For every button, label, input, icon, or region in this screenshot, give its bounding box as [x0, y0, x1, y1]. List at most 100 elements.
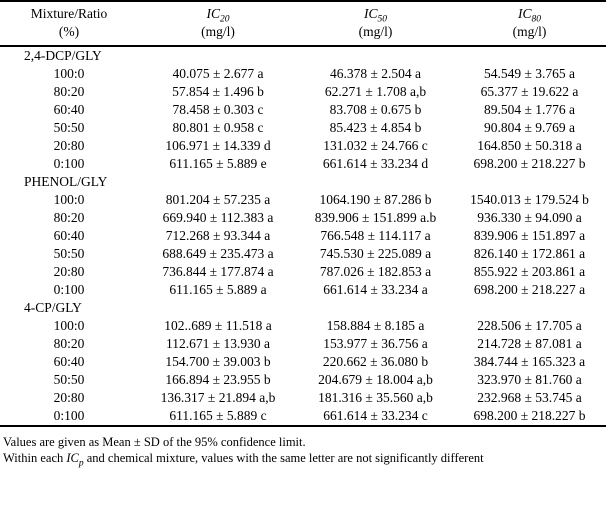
ic20-cell: 78.458 ± 0.303 c: [172, 102, 264, 117]
ic50-cell: 787.026 ± 182.853 a: [319, 264, 432, 279]
ic50-cell: 839.906 ± 151.899 a.b: [314, 210, 437, 225]
ic20-cell: 736.844 ± 177.874 a: [162, 264, 274, 279]
ic-subscript: 80: [531, 14, 542, 25]
ic50-cell: 181.316 ± 35.560 a,b: [318, 390, 433, 405]
table-row: 50:50 80.801 ± 0.958 c 85.423 ± 4.854 b 90.…: [0, 119, 606, 137]
ic20-cell: 669.940 ± 112.383 a: [162, 210, 274, 225]
ic20-cell: 80.801 ± 0.958 c: [172, 120, 264, 135]
ic80-cell: 89.504 ± 1.776 a: [483, 102, 576, 117]
ic20-cell: 102..689 ± 11.518 a: [164, 318, 272, 333]
ic80-cell: 228.506 ± 17.705 a: [477, 318, 582, 333]
section-name: PHENOL/GLY: [24, 174, 108, 189]
ic20-cell: 154.700 ± 39.003 b: [165, 354, 271, 369]
col-unit: (mg/l): [512, 24, 547, 39]
col-header-ic50: IC50 (mg/l): [298, 1, 453, 47]
header-row: Mixture/Ratio (%) IC20 (mg/l) IC50 (mg/l…: [0, 1, 606, 47]
ic50-cell: 745.530 ± 225.089 a: [319, 246, 432, 261]
table-row: 60:40 154.700 ± 39.003 b 220.662 ± 36.080 …: [0, 353, 606, 371]
ic80-cell: 936.330 ± 94.090 a: [477, 210, 582, 225]
footnote-values-note: Values are given as Mean ± SD of the 95%…: [3, 435, 306, 449]
ic50-cell: 661.614 ± 33.234 c: [323, 408, 428, 423]
ratio-cell: 100:0: [53, 318, 85, 333]
col-unit: (mg/l): [358, 24, 393, 39]
ratio-cell: 80:20: [53, 210, 85, 225]
ic80-cell: 1540.013 ± 179.524 b: [470, 192, 589, 207]
ratio-cell: 0:100: [53, 408, 85, 423]
ratio-cell: 50:50: [53, 120, 85, 135]
ic-subscript: 20: [220, 14, 230, 25]
ic50-cell: 83.708 ± 0.675 b: [329, 102, 422, 117]
ic50-cell: 220.662 ± 36.080 b: [322, 354, 429, 369]
ratio-cell: 60:40: [53, 102, 85, 117]
ic80-cell: 839.906 ± 151.897 a: [473, 228, 586, 243]
ic50-cell: 158.884 ± 8.185 a: [326, 318, 425, 333]
table-row: 80:20 112.671 ± 13.930 a 153.977 ± 36.756 …: [0, 335, 606, 353]
table-row: 20:80 136.317 ± 21.894 a,b 181.316 ± 35.56…: [0, 389, 606, 407]
ic20-cell: 136.317 ± 21.894 a,b: [160, 390, 276, 405]
table-body: 2,4-DCP/GLY 100:0 40.075 ± 2.677 a 46.378 ±…: [0, 46, 606, 426]
col-title: IC80: [453, 5, 606, 25]
ic-symbol: IC: [66, 451, 79, 465]
col-header-ic20: IC20 (mg/l): [138, 1, 298, 47]
ic80-cell: 698.200 ± 218.227 b: [473, 408, 586, 423]
ic80-cell: 698.200 ± 218.227 a: [473, 282, 586, 297]
ratio-cell: 50:50: [53, 372, 85, 387]
ic80-cell: 826.140 ± 172.861 a: [473, 246, 586, 261]
ic20-cell: 611.165 ± 5.889 a: [169, 282, 267, 297]
ic50-cell: 131.032 ± 24.766 c: [323, 138, 428, 153]
table-row: 0:100 611.165 ± 5.889 e 661.614 ± 33.234 d…: [0, 155, 606, 173]
ic20-cell: 40.075 ± 2.677 a: [172, 66, 264, 81]
table-header: Mixture/Ratio (%) IC20 (mg/l) IC50 (mg/l…: [0, 1, 606, 47]
ic-subscript: p: [78, 458, 84, 469]
ic50-cell: 46.378 ± 2.504 a: [329, 66, 422, 81]
table-row: 50:50 688.649 ± 235.473 a 745.530 ± 225.08…: [0, 245, 606, 263]
ic-symbol: IC: [206, 6, 221, 21]
ic50-cell: 661.614 ± 33.234 d: [322, 156, 429, 171]
footnote-text: Within each: [3, 451, 67, 465]
ic80-cell: 855.922 ± 203.861 a: [473, 264, 586, 279]
footnotes: Values are given as Mean ± SD of the 95%…: [0, 427, 606, 469]
section-name: 4-CP/GLY: [24, 300, 82, 315]
col-header-mixture-ratio: Mixture/Ratio (%): [0, 1, 138, 47]
ic80-cell: 232.968 ± 53.745 a: [477, 390, 582, 405]
footnote-significance-note: Within each ICp and chemical mixture, va…: [3, 450, 603, 469]
ic50-cell: 62.271 ± 1.708 a,b: [324, 84, 427, 99]
ic50-cell: 153.977 ± 36.756 a: [323, 336, 428, 351]
col-title: IC50: [298, 5, 453, 25]
ratio-cell: 100:0: [53, 66, 85, 81]
ratio-cell: 50:50: [53, 246, 85, 261]
ic-symbol: IC: [518, 6, 532, 21]
table-row: 60:40 712.268 ± 93.344 a 766.548 ± 114.117…: [0, 227, 606, 245]
ic80-cell: 164.850 ± 50.318 a: [477, 138, 582, 153]
ratio-cell: 20:80: [53, 390, 85, 405]
ratio-cell: 60:40: [53, 354, 85, 369]
ic20-cell: 166.894 ± 23.955 b: [165, 372, 271, 387]
ic20-cell: 57.854 ± 1.496 b: [172, 84, 264, 99]
ratio-cell: 0:100: [53, 282, 85, 297]
ic50-cell: 204.679 ± 18.004 a,b: [318, 372, 433, 387]
ic50-cell: 85.423 ± 4.854 b: [329, 120, 422, 135]
col-header-ic80: IC80 (mg/l): [453, 1, 606, 47]
table-row: 80:20 57.854 ± 1.496 b 62.271 ± 1.708 a,b 6…: [0, 83, 606, 101]
section-header-row: 2,4-DCP/GLY: [0, 46, 606, 65]
section-header-row: 4-CP/GLY: [0, 299, 606, 317]
col-unit: (%): [58, 24, 80, 39]
ratio-cell: 80:20: [53, 84, 85, 99]
table-row: 100:0 102..689 ± 11.518 a 158.884 ± 8.185 …: [0, 317, 606, 335]
ratio-cell: 100:0: [53, 192, 85, 207]
ic80-cell: 214.728 ± 87.081 a: [477, 336, 582, 351]
ic50-cell: 661.614 ± 33.234 a: [323, 282, 428, 297]
ic80-cell: 698.200 ± 218.227 b: [473, 156, 586, 171]
footnote-text: and chemical mixture, values with the sa…: [83, 451, 484, 465]
table-row: 0:100 611.165 ± 5.889 a 661.614 ± 33.234 a…: [0, 281, 606, 299]
ic50-cell: 766.548 ± 114.117 a: [320, 228, 431, 243]
ratio-cell: 0:100: [53, 156, 85, 171]
ic20-cell: 611.165 ± 5.889 c: [169, 408, 267, 423]
table-row: 0:100 611.165 ± 5.889 c 661.614 ± 33.234 c…: [0, 407, 606, 426]
table-row: 80:20 669.940 ± 112.383 a 839.906 ± 151.89…: [0, 209, 606, 227]
col-title: Mixture/Ratio: [30, 6, 108, 21]
ic-subscript: 50: [377, 14, 388, 25]
table-row: 60:40 78.458 ± 0.303 c 83.708 ± 0.675 b 89.…: [0, 101, 606, 119]
col-title: IC20: [138, 5, 298, 25]
